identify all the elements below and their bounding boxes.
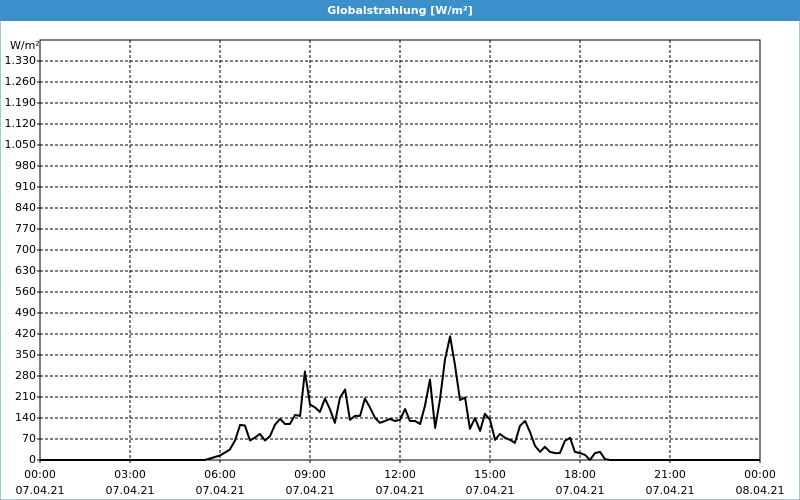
y-tick-label: 70 bbox=[22, 432, 36, 445]
y-tick-label: 770 bbox=[15, 222, 36, 235]
x-tick-label: 08.04.21 bbox=[736, 484, 785, 497]
x-tick-label: 07.04.21 bbox=[106, 484, 155, 497]
y-tick-label: 700 bbox=[15, 243, 36, 256]
y-tick-label: 630 bbox=[15, 264, 36, 277]
x-tick-label: 07.04.21 bbox=[196, 484, 245, 497]
x-tick-label: 06:00 bbox=[204, 468, 236, 481]
x-tick-label: 07.04.21 bbox=[376, 484, 425, 497]
y-tick-label: 1.260 bbox=[5, 75, 37, 88]
x-tick-label: 15:00 bbox=[474, 468, 506, 481]
y-tick-label: 1.190 bbox=[5, 96, 37, 109]
x-tick-label: 00:00 bbox=[744, 468, 776, 481]
x-tick-label: 03:00 bbox=[114, 468, 146, 481]
x-tick-label: 09:00 bbox=[294, 468, 326, 481]
x-tick-label: 12:00 bbox=[384, 468, 416, 481]
y-tick-label: 1.120 bbox=[5, 117, 37, 130]
y-tick-label: 1.330 bbox=[5, 54, 37, 67]
y-tick-label: 350 bbox=[15, 348, 36, 361]
y-tick-label: 1.050 bbox=[5, 138, 37, 151]
chart-title: Globalstrahlung [W/m²] bbox=[327, 4, 473, 17]
x-tick-label: 21:00 bbox=[654, 468, 686, 481]
y-tick-label: 280 bbox=[15, 369, 36, 382]
x-tick-label: 07.04.21 bbox=[466, 484, 515, 497]
y-tick-label: 0 bbox=[29, 453, 36, 466]
title-bar bbox=[0, 0, 800, 21]
y-tick-label: 420 bbox=[15, 327, 36, 340]
x-tick-label: 07.04.21 bbox=[286, 484, 335, 497]
y-tick-label: 560 bbox=[15, 285, 36, 298]
x-tick-label: 18:00 bbox=[564, 468, 596, 481]
x-tick-label: 07.04.21 bbox=[16, 484, 65, 497]
y-tick-label: 840 bbox=[15, 201, 36, 214]
data-line bbox=[40, 335, 760, 461]
y-tick-label: 490 bbox=[15, 306, 36, 319]
y-unit-label: W/m² bbox=[10, 39, 40, 52]
y-tick-label: 910 bbox=[15, 180, 36, 193]
y-tick-label: 980 bbox=[15, 159, 36, 172]
x-tick-label: 00:00 bbox=[24, 468, 56, 481]
y-tick-label: 210 bbox=[15, 390, 36, 403]
x-tick-label: 07.04.21 bbox=[556, 484, 605, 497]
x-tick-label: 07.04.21 bbox=[646, 484, 695, 497]
y-tick-label: 140 bbox=[15, 411, 36, 424]
